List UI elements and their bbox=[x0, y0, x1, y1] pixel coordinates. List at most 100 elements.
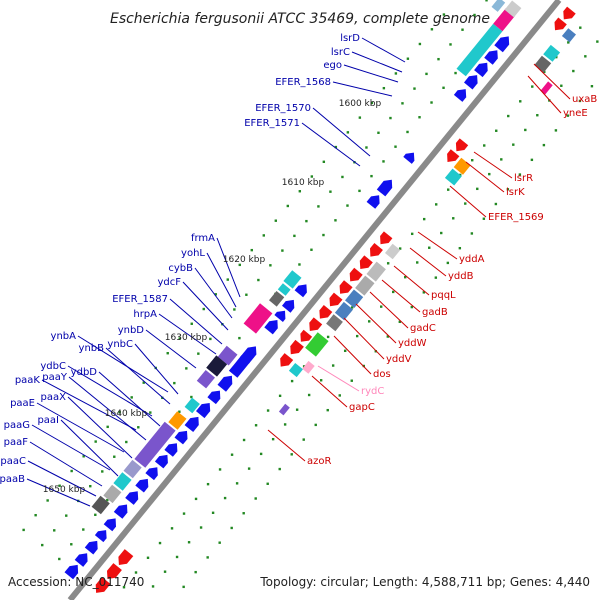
grid-dot bbox=[531, 85, 534, 88]
leader-line bbox=[361, 37, 406, 63]
grid-dot bbox=[380, 305, 383, 308]
reverse-gene-arrow bbox=[319, 305, 333, 319]
green-block bbox=[305, 332, 329, 357]
leader-line bbox=[60, 419, 119, 477]
reverse-gene-arrow bbox=[95, 577, 111, 593]
grid-dot bbox=[53, 529, 56, 532]
grid-dot bbox=[437, 57, 440, 61]
genome-backbone bbox=[67, 0, 562, 600]
grid-dot bbox=[197, 352, 200, 355]
leader-line bbox=[67, 365, 153, 417]
grid-dot bbox=[113, 455, 116, 458]
reverse-gene-arrow bbox=[359, 255, 373, 269]
map-title: Escherichia fergusonii ATCC 35469, compl… bbox=[110, 11, 490, 27]
kbp-label-1610-kbp: 1610 kbp bbox=[282, 178, 325, 188]
grid-dot bbox=[410, 305, 414, 309]
leader-line bbox=[105, 347, 171, 405]
grid-dot bbox=[358, 189, 361, 193]
grid-dot bbox=[206, 556, 209, 559]
grid-dot bbox=[259, 452, 263, 456]
grid-dot bbox=[430, 101, 433, 104]
grid-dot bbox=[278, 394, 282, 398]
grid-dot bbox=[418, 116, 421, 119]
purple-block bbox=[196, 370, 215, 389]
grid-dot bbox=[194, 497, 198, 501]
grid-dot bbox=[386, 262, 390, 265]
grid-dot bbox=[398, 247, 402, 250]
gene-label-uxab: uxaB bbox=[572, 94, 597, 105]
grey-block bbox=[355, 275, 375, 296]
grid-dot bbox=[413, 87, 416, 90]
grid-dot bbox=[202, 307, 205, 311]
grid-dot bbox=[543, 70, 546, 74]
forward-gene-arrow bbox=[154, 454, 168, 469]
grid-dot bbox=[247, 467, 251, 470]
gene-label-gadc: gadC bbox=[410, 323, 436, 334]
grid-dot bbox=[579, 26, 582, 29]
gene-label-efer-1570: EFER_1570 bbox=[255, 103, 311, 114]
gene-label-ydbd: ydbD bbox=[71, 367, 98, 378]
grid-dot bbox=[166, 352, 169, 355]
forward-gene-arrow bbox=[174, 430, 188, 445]
forward-gene-arrow bbox=[453, 89, 467, 102]
forward-gene-arrow bbox=[403, 152, 415, 164]
grid-dot bbox=[290, 453, 293, 456]
grid-dot bbox=[274, 219, 277, 222]
gene-label-paax: paaX bbox=[41, 392, 67, 403]
grid-dot bbox=[319, 379, 323, 382]
magenta-block bbox=[540, 81, 553, 95]
reverse-gene-arrow bbox=[447, 149, 460, 162]
leader-line bbox=[473, 151, 513, 179]
forward-gene-arrow bbox=[207, 390, 221, 405]
reverse-gene-arrow bbox=[349, 267, 363, 282]
grid-dot bbox=[494, 202, 498, 206]
grid-dot bbox=[310, 248, 313, 251]
grid-dot bbox=[194, 570, 197, 574]
accession-text: Accession: NC_011740 bbox=[8, 575, 144, 589]
cyan-block bbox=[456, 23, 503, 77]
grey-block bbox=[385, 243, 401, 260]
forward-gene-arrow bbox=[113, 504, 128, 519]
grid-dot bbox=[283, 423, 287, 426]
grid-dot bbox=[190, 395, 193, 399]
grid-dot bbox=[446, 261, 450, 265]
leader-line bbox=[311, 375, 348, 408]
gene-label-rydc: rydC bbox=[361, 386, 384, 397]
navy-block bbox=[206, 355, 228, 377]
forward-gene-arrow bbox=[145, 467, 158, 481]
grid-dot bbox=[298, 263, 301, 266]
grid-dot bbox=[158, 541, 162, 545]
grid-dot bbox=[65, 514, 68, 517]
leader-line bbox=[393, 265, 430, 296]
gene-label-frma: frmA bbox=[191, 233, 215, 244]
grid-dot bbox=[326, 408, 329, 412]
grid-dot bbox=[233, 308, 236, 311]
leader-line bbox=[417, 231, 458, 260]
forward-gene-arrow bbox=[484, 50, 498, 65]
grid-dot bbox=[389, 116, 392, 120]
grid-dot bbox=[266, 482, 269, 485]
gene-labels: lsrD lsrC ego EFER_1568 EFER_1570 EFER_1571fr… bbox=[0, 33, 597, 485]
kbp-dot-grid bbox=[22, 0, 599, 589]
cyan-block bbox=[277, 283, 291, 296]
gene-label-paaf: paaF bbox=[4, 437, 29, 448]
grid-dot bbox=[394, 145, 397, 148]
grid-dot bbox=[94, 513, 97, 517]
gene-label-hrpa: hrpA bbox=[133, 309, 157, 320]
grid-dot bbox=[343, 349, 347, 353]
cyan-block bbox=[288, 363, 303, 378]
leader-line bbox=[26, 478, 91, 507]
grid-dot bbox=[298, 190, 302, 193]
grid-dot bbox=[346, 204, 349, 207]
reverse-gene-arrow bbox=[455, 138, 469, 152]
grid-dot bbox=[70, 543, 73, 546]
leader-line bbox=[216, 237, 241, 298]
grid-dot bbox=[449, 43, 452, 46]
reverse-gene-arrow bbox=[107, 563, 122, 579]
gene-label-ynbb: ynbB bbox=[79, 343, 105, 354]
grid-dot bbox=[398, 320, 401, 324]
forward-gene-arrow bbox=[103, 518, 116, 532]
grid-dot bbox=[471, 159, 474, 162]
grid-dot bbox=[182, 512, 186, 515]
grid-dot bbox=[406, 130, 409, 134]
